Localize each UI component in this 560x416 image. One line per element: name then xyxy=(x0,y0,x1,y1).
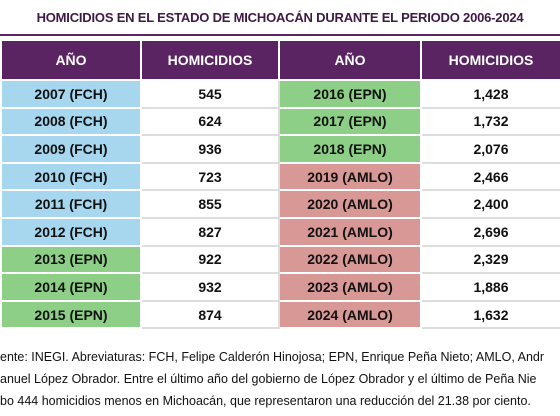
homicides-cell: 874 xyxy=(140,299,280,330)
homicides-cell: 932 xyxy=(140,272,280,302)
year-cell: 2008 (FCH) xyxy=(0,106,142,137)
homicides-cell: 723 xyxy=(140,161,280,192)
homicide-table: AÑO HOMICIDIOS AÑO HOMICIDIOS 2007 (FCH) 545… xyxy=(0,39,560,330)
header-cell: HOMICIDIOS xyxy=(420,39,560,81)
table-body: 2007 (FCH) 545 2016 (EPN) 1,428 2008 (FCH) 62… xyxy=(0,79,560,330)
header-cell: AÑO xyxy=(0,39,142,81)
year-cell: 2021 (AMLO) xyxy=(278,216,422,247)
homicides-cell: 936 xyxy=(140,134,280,164)
year-cell: 2018 (EPN) xyxy=(278,134,422,164)
homicides-cell: 2,400 xyxy=(420,189,560,219)
homicides-cell: 1,632 xyxy=(420,299,560,330)
header-row: AÑO HOMICIDIOS AÑO HOMICIDIOS xyxy=(0,39,560,81)
year-cell: 2022 (AMLO) xyxy=(278,244,422,275)
footnote-line: bo 444 homicidios menos en Michoacán, qu… xyxy=(0,394,531,408)
title: HOMICIDIOS EN EL ESTADO DE MICHOACÁN DUR… xyxy=(0,0,560,36)
year-cell: 2017 (EPN) xyxy=(278,106,422,137)
year-cell: 2016 (EPN) xyxy=(278,79,422,109)
table-row: 2010 (FCH) 723 2019 (AMLO) 2,466 xyxy=(0,161,560,192)
year-cell: 2023 (AMLO) xyxy=(278,272,422,302)
table-row: 2007 (FCH) 545 2016 (EPN) 1,428 xyxy=(0,79,560,109)
homicides-cell: 624 xyxy=(140,106,280,137)
table-row: 2015 (EPN) 874 2024 (AMLO) 1,632 xyxy=(0,299,560,330)
year-cell: 2013 (EPN) xyxy=(0,244,142,275)
table-row: 2013 (EPN) 922 2022 (AMLO) 2,329 xyxy=(0,244,560,275)
footnote-line: ente: INEGI. Abreviaturas: FCH, Felipe C… xyxy=(0,350,545,364)
year-cell: 2011 (FCH) xyxy=(0,189,142,219)
homicides-cell: 827 xyxy=(140,216,280,247)
homicides-cell: 1,428 xyxy=(420,79,560,109)
homicides-cell: 1,732 xyxy=(420,106,560,137)
table-row: 2011 (FCH) 855 2020 (AMLO) 2,400 xyxy=(0,189,560,219)
year-cell: 2015 (EPN) xyxy=(0,299,142,330)
year-cell: 2012 (FCH) xyxy=(0,216,142,247)
homicides-cell: 2,696 xyxy=(420,216,560,247)
year-cell: 2019 (AMLO) xyxy=(278,161,422,192)
homicides-cell: 2,329 xyxy=(420,244,560,275)
homicides-cell: 922 xyxy=(140,244,280,275)
year-cell: 2020 (AMLO) xyxy=(278,189,422,219)
homicides-cell: 855 xyxy=(140,189,280,219)
footnote-line: anuel López Obrador. Entre el último año… xyxy=(0,372,537,386)
year-cell: 2009 (FCH) xyxy=(0,134,142,164)
homicides-cell: 2,076 xyxy=(420,134,560,164)
year-cell: 2007 (FCH) xyxy=(0,79,142,109)
homicides-cell: 545 xyxy=(140,79,280,109)
table-row: 2008 (FCH) 624 2017 (EPN) 1,732 xyxy=(0,106,560,137)
homicides-cell: 2,466 xyxy=(420,161,560,192)
table-row: 2014 (EPN) 932 2023 (AMLO) 1,886 xyxy=(0,272,560,302)
table-row: 2012 (FCH) 827 2021 (AMLO) 2,696 xyxy=(0,216,560,247)
table-row: 2009 (FCH) 936 2018 (EPN) 2,076 xyxy=(0,134,560,164)
homicides-cell: 1,886 xyxy=(420,272,560,302)
header-cell: HOMICIDIOS xyxy=(140,39,280,81)
header-cell: AÑO xyxy=(278,39,422,81)
year-cell: 2024 (AMLO) xyxy=(278,299,422,330)
year-cell: 2010 (FCH) xyxy=(0,161,142,192)
year-cell: 2014 (EPN) xyxy=(0,272,142,302)
